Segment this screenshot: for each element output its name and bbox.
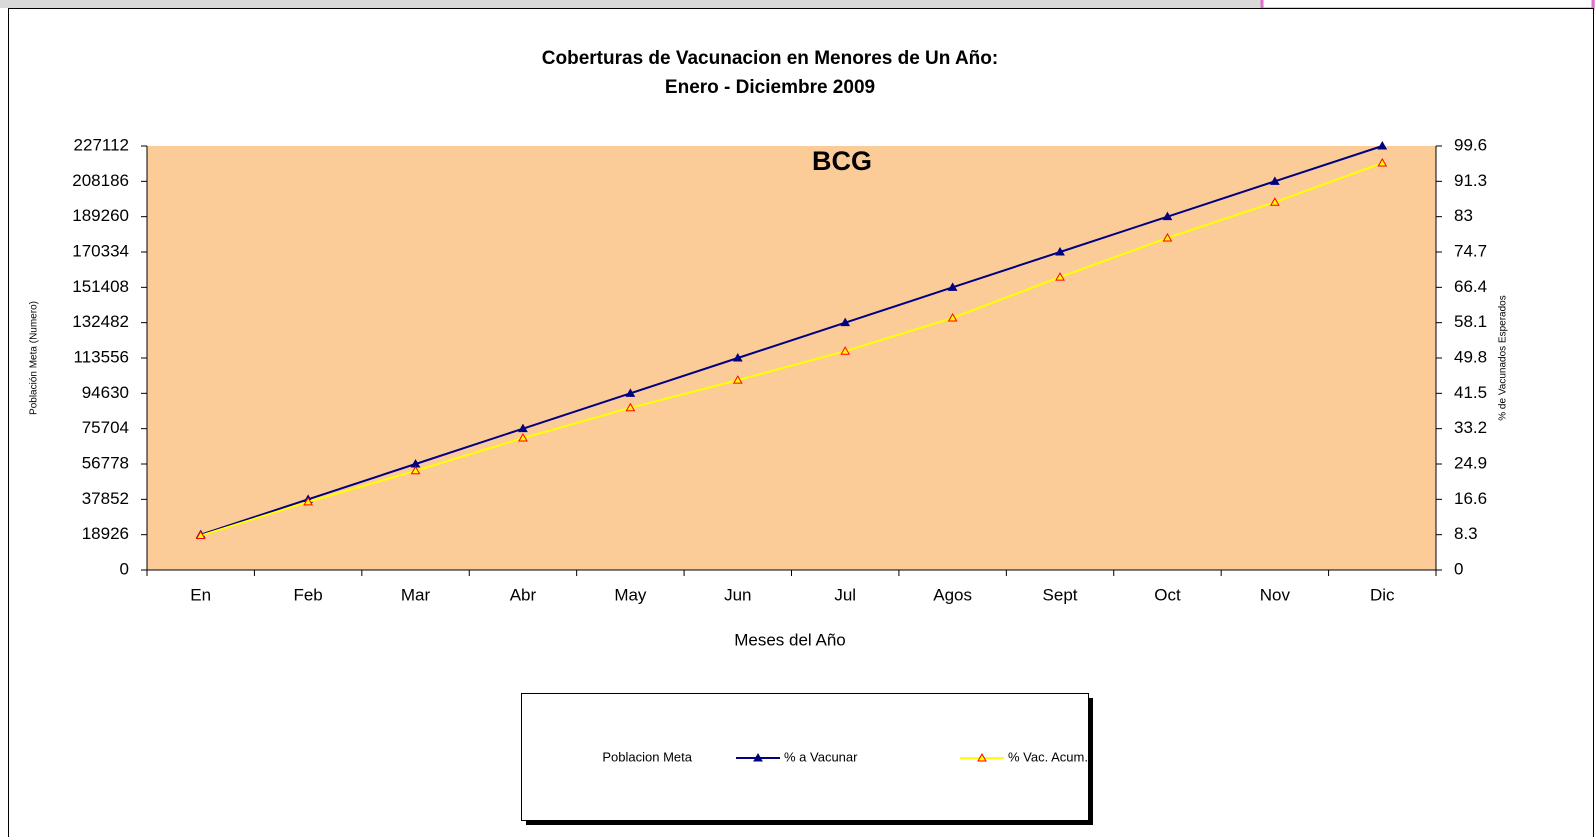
- legend-label: % Vac. Acum.: [1008, 749, 1088, 764]
- series-marker: [1162, 232, 1173, 242]
- x-tick-label: May: [614, 585, 647, 604]
- chart-title: Coberturas de Vacunacion en Menores de U…: [542, 48, 998, 69]
- y2-tick-label: 58.1: [1454, 312, 1487, 331]
- y2-tick-label: 91.3: [1454, 171, 1487, 190]
- chart-subtitle: Enero - Diciembre 2009: [665, 77, 875, 98]
- x-tick-label: Oct: [1154, 585, 1181, 604]
- y-tick-label: 113556: [74, 347, 129, 366]
- series-marker: [1162, 211, 1173, 221]
- y-tick-label: 151408: [72, 277, 129, 296]
- series-marker: [732, 375, 743, 384]
- series-marker: [518, 433, 528, 442]
- y2-tick-label: 74.7: [1454, 241, 1487, 260]
- selection-box: [1260, 0, 1595, 11]
- x-tick-label: Feb: [293, 585, 322, 604]
- y-tick-label: 18926: [82, 524, 129, 543]
- series-marker: [947, 282, 958, 291]
- y2-tick-label: 33.2: [1454, 418, 1487, 437]
- x-tick-label: En: [190, 585, 211, 604]
- x-tick-label: Jun: [724, 585, 751, 604]
- y2-tick-label: 16.6: [1454, 489, 1487, 508]
- series-marker: [1270, 176, 1280, 185]
- x-axis-label: Meses del Año: [734, 630, 846, 649]
- y-tick-label: 227112: [74, 135, 129, 154]
- y2-tick-label: 41.5: [1454, 383, 1487, 402]
- series-marker: [625, 402, 636, 412]
- series-marker: [1377, 140, 1388, 150]
- y2-tick-label: 0: [1454, 559, 1463, 578]
- y2-tick-label: 24.9: [1454, 453, 1487, 472]
- plot-area: [147, 146, 1436, 570]
- y2-tick-label: 83: [1454, 206, 1473, 225]
- x-tick-label: Mar: [401, 585, 431, 604]
- x-tick-label: Nov: [1260, 585, 1291, 604]
- series-marker: [410, 465, 421, 475]
- y-tick-label: 0: [120, 559, 129, 578]
- annotation: BCG: [812, 146, 872, 176]
- y-tick-label: 37852: [82, 489, 129, 508]
- series-line: [200, 145, 1383, 536]
- y2-axis-label: % de Vacunados Esperados: [1498, 295, 1509, 420]
- y2-tick-label: 66.4: [1454, 277, 1487, 296]
- series-marker: [1055, 246, 1065, 256]
- series-marker: [303, 496, 313, 506]
- series-line: [200, 162, 1383, 537]
- y-tick-label: 75704: [82, 418, 129, 437]
- y-tick-label: 56778: [82, 453, 129, 472]
- top-band: [0, 0, 1595, 8]
- series-marker: [1377, 158, 1388, 167]
- y-axis-label: Población Meta (Numero): [29, 301, 40, 415]
- x-tick-label: Jul: [834, 585, 856, 604]
- y-tick-label: 170334: [72, 241, 129, 260]
- legend-label: Poblacion Meta: [602, 749, 692, 764]
- series-marker: [625, 388, 636, 397]
- x-tick-label: Agos: [933, 585, 972, 604]
- series-marker: [840, 317, 851, 327]
- series-marker: [195, 530, 206, 540]
- series-marker: [840, 346, 851, 355]
- y-tick-label: 132482: [72, 312, 129, 331]
- x-tick-label: Sept: [1043, 585, 1078, 604]
- series-marker: [947, 312, 958, 322]
- y-tick-label: 94630: [82, 383, 129, 402]
- series-marker: [732, 352, 743, 362]
- legend-marker: [753, 752, 763, 762]
- y2-tick-label: 8.3: [1454, 524, 1478, 543]
- series-marker: [518, 423, 528, 433]
- x-tick-label: Dic: [1370, 585, 1395, 604]
- x-tick-label: Abr: [510, 585, 537, 604]
- series-marker: [1270, 197, 1280, 206]
- legend-label: % a Vacunar: [784, 749, 858, 764]
- y2-tick-label: 49.8: [1454, 347, 1487, 366]
- y2-tick-label: 99.6: [1454, 135, 1487, 154]
- legend-marker: [977, 752, 987, 762]
- y-tick-label: 208186: [72, 171, 129, 190]
- series-marker: [1055, 272, 1065, 281]
- y-tick-label: 189260: [72, 206, 129, 225]
